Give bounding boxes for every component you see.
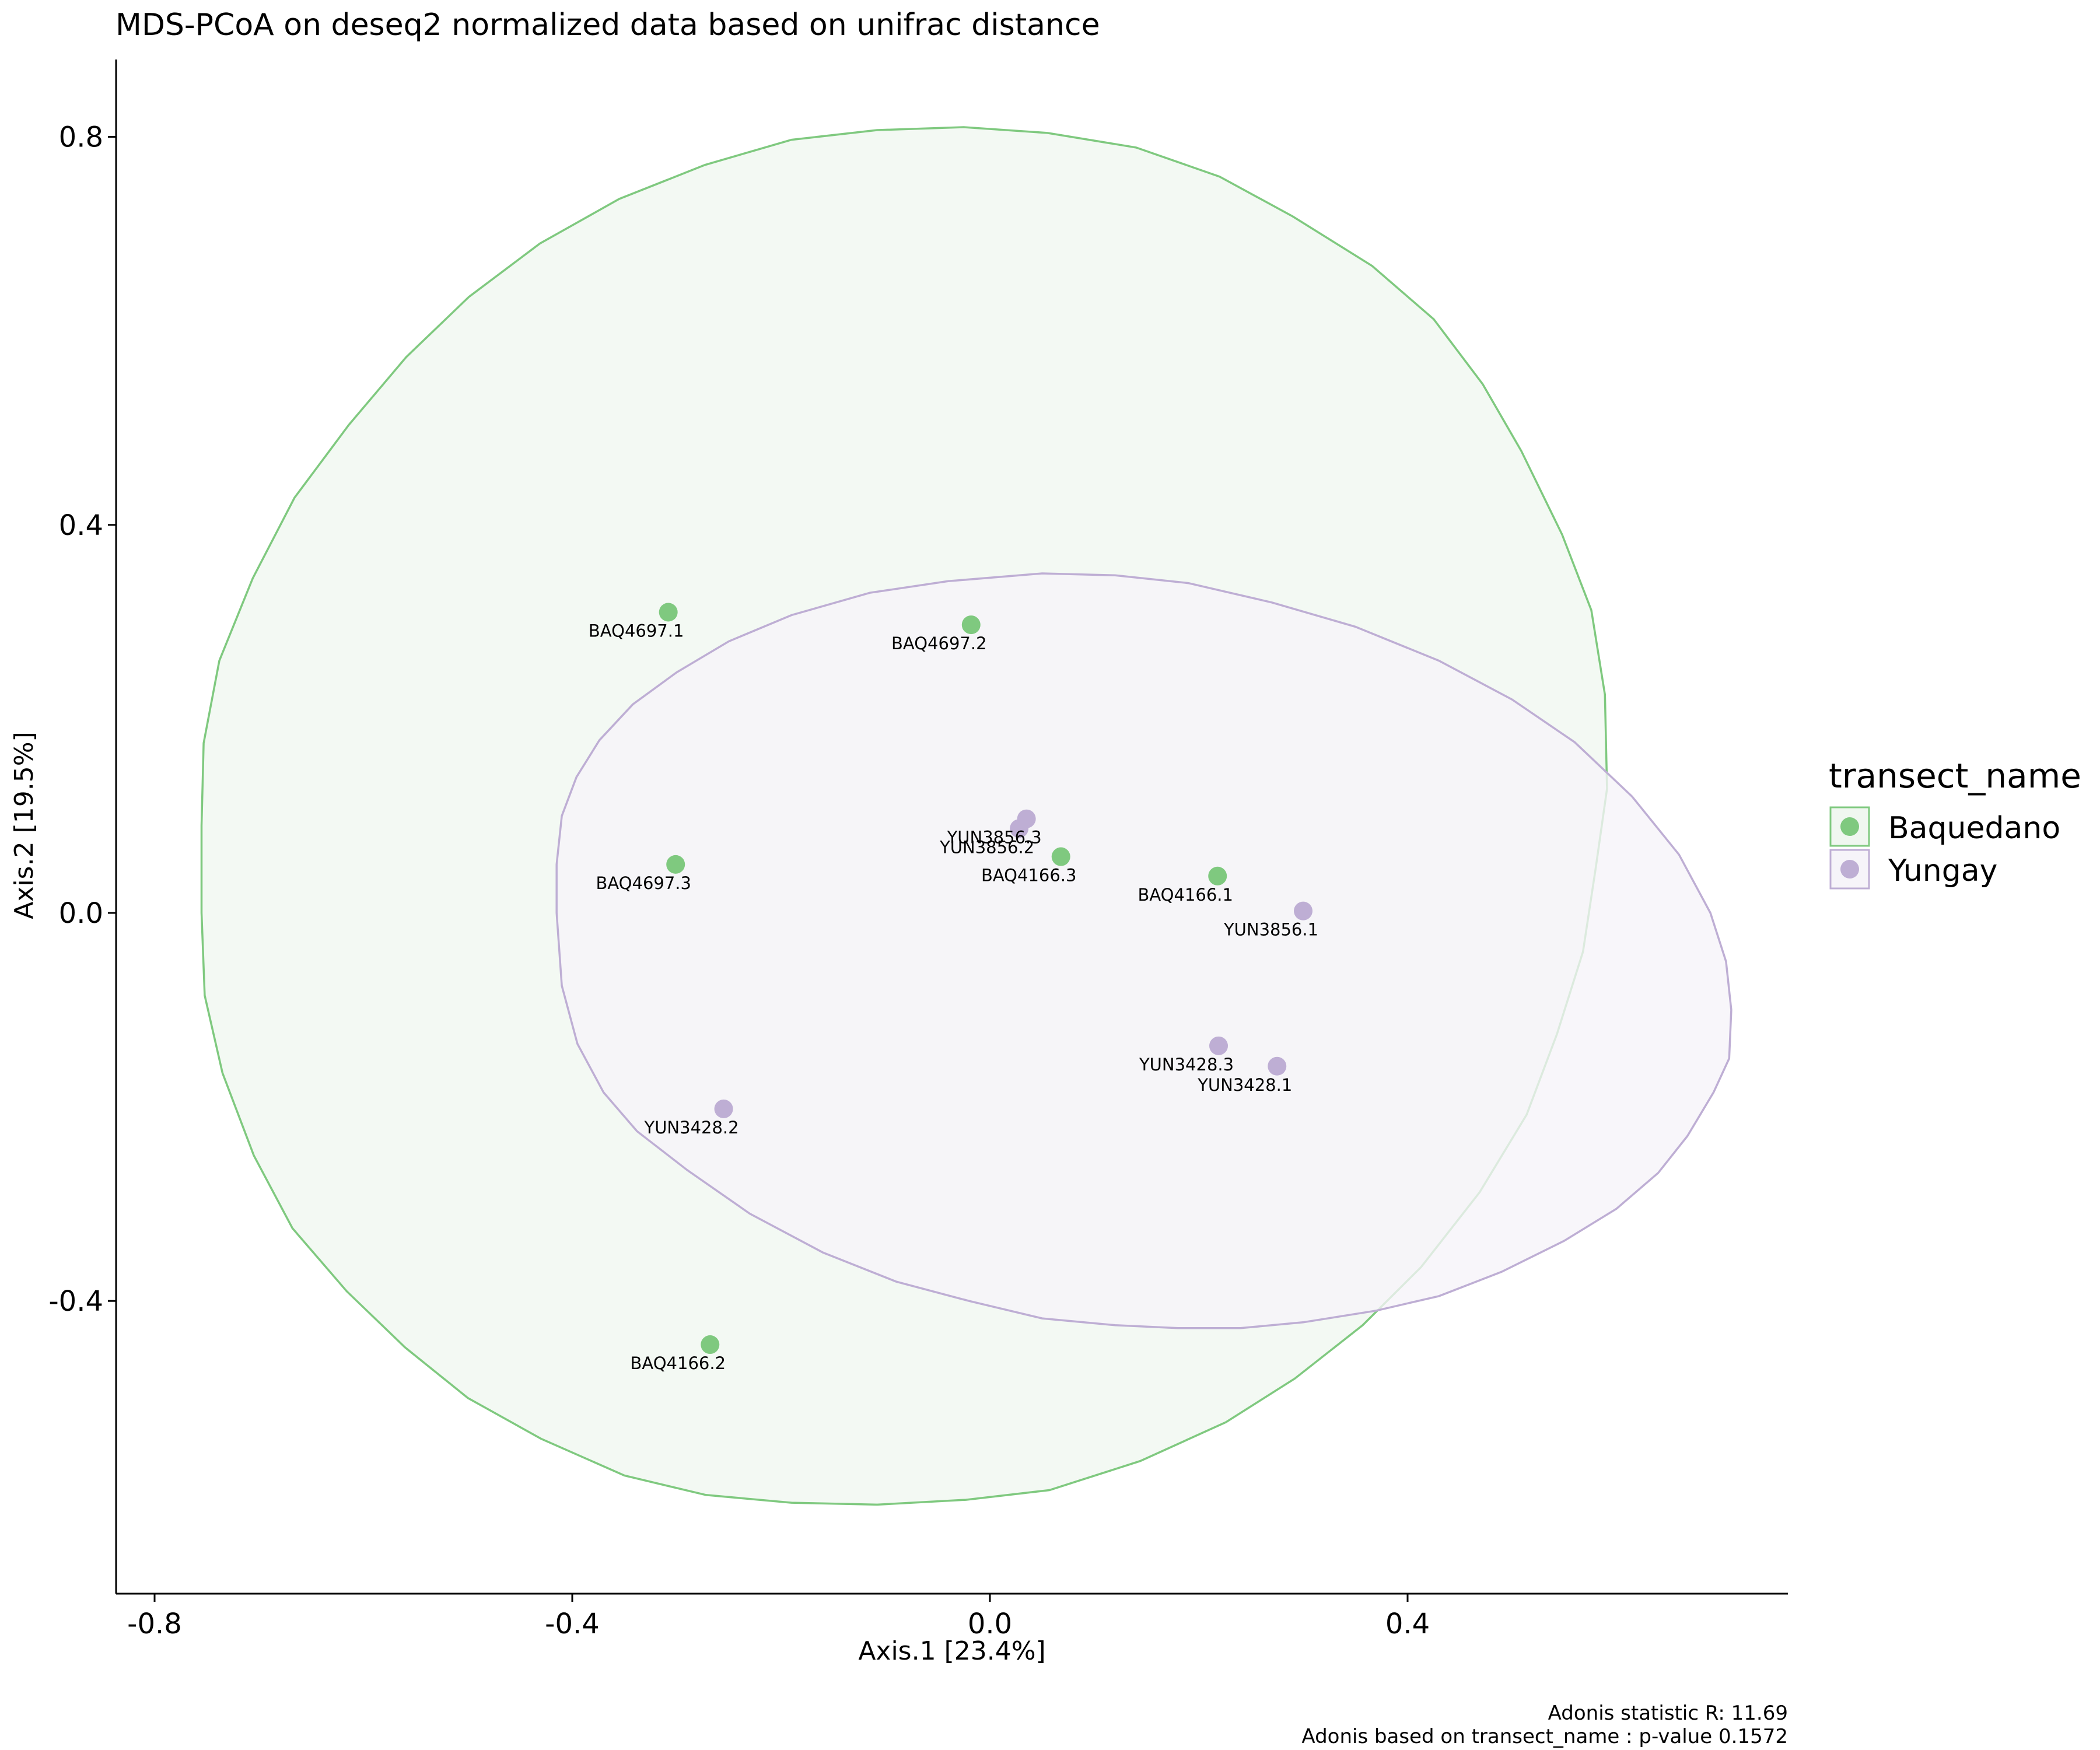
legend-title: transect_name <box>1829 756 2081 796</box>
y-tick-label: 0.4 <box>59 509 103 542</box>
point-label-yun3428-3: YUN3428.3 <box>1139 1055 1234 1074</box>
legend-marker-yungay <box>1840 860 1859 878</box>
y-axis-title: Axis.2 [19.5%] <box>9 732 39 919</box>
x-axis-ticks: -0.8 -0.4 0.0 0.4 <box>127 1594 1430 1640</box>
y-tick-label: -0.4 <box>48 1285 103 1318</box>
x-tick-label: 0.0 <box>968 1608 1012 1640</box>
data-points <box>659 603 1312 1354</box>
confidence-ellipses <box>200 126 1732 1506</box>
point-label-baq4166-2: BAQ4166.2 <box>631 1353 726 1373</box>
x-axis-title: Axis.1 [23.4%] <box>858 1636 1045 1666</box>
x-tick-label: 0.4 <box>1385 1608 1430 1640</box>
point-baq4697-3 <box>666 855 685 874</box>
x-tick-label: -0.8 <box>127 1608 182 1640</box>
point-label-baq4697-2: BAQ4697.2 <box>891 634 987 653</box>
point-label-yun3428-1: YUN3428.1 <box>1197 1075 1292 1095</box>
point-baq4697-2 <box>961 615 981 635</box>
point-baq4697-1 <box>659 603 678 622</box>
point-label-baq4166-1: BAQ4166.1 <box>1138 885 1233 905</box>
point-label-yun3856-3: YUN3856.3 <box>947 828 1042 848</box>
adonis-statistic-note: Adonis statistic R: 11.69 <box>1548 1702 1788 1725</box>
legend: transect_name Baquedano Yungay <box>1829 756 2081 890</box>
data-point-labels: BAQ4697.1 BAQ4697.2 BAQ4697.3 BAQ4166.3 BAQ4… <box>589 621 1318 1373</box>
point-label-yun3428-2: YUN3428.2 <box>643 1118 738 1138</box>
point-yun3428-3 <box>1209 1036 1228 1055</box>
legend-item-baquedano: Baquedano <box>1829 806 2060 847</box>
x-tick-label: -0.4 <box>545 1608 600 1640</box>
point-label-yun3856-1: YUN3856.1 <box>1223 920 1318 940</box>
point-yun3428-2 <box>714 1099 733 1118</box>
y-axis-ticks: 0.8 0.4 0.0 -0.4 <box>48 121 116 1318</box>
point-label-baq4697-3: BAQ4697.3 <box>596 873 691 893</box>
adonis-pvalue-note: Adonis based on transect_name : p-value … <box>1301 1725 1788 1748</box>
y-tick-label: 0.8 <box>59 121 103 154</box>
point-label-baq4166-3: BAQ4166.3 <box>981 866 1077 886</box>
legend-item-yungay: Yungay <box>1829 849 1997 890</box>
point-label-baq4697-1: BAQ4697.1 <box>589 621 684 640</box>
point-baq4166-1 <box>1208 866 1227 886</box>
legend-label-baquedano: Baquedano <box>1888 811 2060 846</box>
legend-marker-baquedano <box>1840 817 1859 836</box>
point-label-yun3856-2: YUN3856.2 <box>939 837 1034 857</box>
point-yun3856-2 <box>1010 819 1029 838</box>
point-baq4166-2 <box>701 1335 720 1354</box>
y-tick-label: 0.0 <box>59 897 103 930</box>
chart-title: MDS-PCoA on deseq2 normalized data based… <box>116 8 1100 43</box>
legend-label-yungay: Yungay <box>1888 853 1997 888</box>
ellipse-yungay <box>555 572 1732 1329</box>
point-yun3428-1 <box>1268 1056 1287 1076</box>
point-yun3856-1 <box>1294 901 1312 921</box>
point-baq4166-3 <box>1051 847 1070 866</box>
